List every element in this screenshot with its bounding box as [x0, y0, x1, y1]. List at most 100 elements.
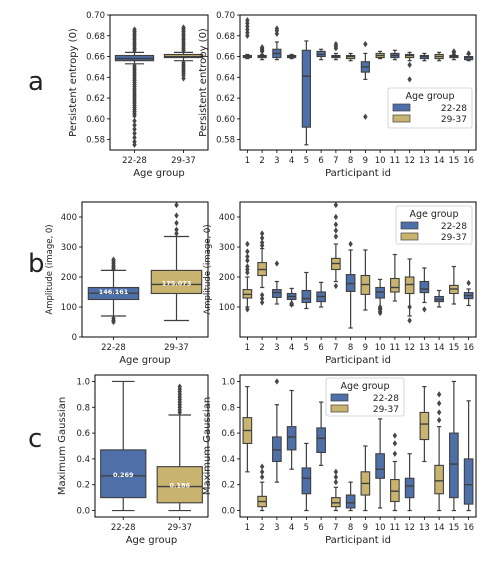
- iqr-box: [150, 269, 203, 295]
- x-tick-label: 12: [404, 343, 415, 353]
- box-29-37: 175.073: [150, 201, 203, 322]
- flier-point: [245, 306, 250, 313]
- iqr-box: [375, 453, 385, 479]
- flier-point: [466, 279, 471, 287]
- flier-point: [245, 240, 250, 248]
- flier-point: [259, 299, 265, 306]
- y-tick-label: 0.58: [86, 136, 105, 146]
- x-tick-label: 7: [333, 523, 338, 533]
- iqr-box: [463, 458, 474, 505]
- y-tick-label: 0.0: [76, 507, 90, 517]
- box-12: [405, 51, 415, 83]
- legend-swatch: [330, 393, 349, 402]
- flier-point: [177, 383, 182, 390]
- x-tick-label: 29-37: [164, 343, 189, 353]
- iqr-box: [390, 277, 400, 293]
- iqr-box: [316, 427, 326, 454]
- x-tick-label: 14: [434, 156, 445, 166]
- box-8: [345, 240, 356, 329]
- panel-letter-b: b: [28, 249, 45, 279]
- median-value-label: 146.161: [99, 288, 129, 296]
- chart-a_left: 0.58 0.60 0.62 0.64 0.66 0.68 0.70 22-28 29-37 Ag…: [68, 11, 209, 179]
- box-6: [316, 281, 326, 308]
- iqr-box: [100, 449, 147, 499]
- x-tick-label: 9: [363, 156, 368, 166]
- x-tick-label: 5: [304, 156, 309, 166]
- box-11: [390, 49, 400, 61]
- y-tick-label: 1.0: [221, 377, 235, 387]
- flier-point: [245, 248, 250, 255]
- x-axis-label: Participant id: [325, 168, 391, 179]
- box-12: [404, 258, 415, 324]
- box-4: [286, 287, 297, 308]
- x-tick-label: 10: [375, 156, 386, 166]
- x-tick-label: 3: [274, 343, 279, 353]
- flier-point: [348, 240, 353, 248]
- box-22-28: 146.161: [87, 256, 140, 326]
- x-tick-label: 16: [463, 156, 474, 166]
- iqr-box: [156, 466, 203, 504]
- flier-point: [363, 113, 368, 120]
- x-tick-label: 2: [259, 343, 264, 353]
- plot-frame: [109, 14, 209, 151]
- x-tick-label: 16: [463, 523, 474, 533]
- y-axis-label: Amplitude (image, 0): [203, 224, 213, 314]
- iqr-box: [301, 289, 312, 304]
- iqr-box: [404, 477, 415, 499]
- flier-point: [333, 468, 339, 475]
- plot-frame: [239, 201, 477, 338]
- iqr-box: [449, 432, 459, 499]
- box-2: [257, 230, 267, 306]
- x-tick-label: 8: [348, 156, 353, 166]
- legend-entry-label: 29-37: [441, 115, 467, 125]
- x-axis-label: Age group: [119, 355, 171, 366]
- box-7: [331, 201, 341, 290]
- flier-point: [259, 234, 265, 242]
- flier-point: [407, 317, 412, 324]
- flier-point: [181, 24, 186, 31]
- y-tick-label: 0.4: [221, 455, 235, 465]
- y-tick-label: 400: [219, 213, 235, 223]
- x-tick-label: 11: [389, 523, 400, 533]
- flier-point: [436, 400, 442, 407]
- box-2: [257, 44, 267, 61]
- iqr-box: [301, 467, 312, 495]
- flier-point: [245, 263, 250, 270]
- iqr-box: [345, 494, 356, 509]
- flier-point: [111, 318, 116, 326]
- flier-point: [174, 230, 179, 237]
- x-tick-label: 6: [318, 343, 323, 353]
- box-8: [345, 481, 356, 512]
- box-22-28: [114, 26, 155, 148]
- flier-point: [259, 463, 265, 470]
- x-tick-label: 13: [419, 343, 430, 353]
- box-7: [331, 468, 341, 512]
- x-axis-label: Participant id: [325, 355, 391, 366]
- flier-point: [377, 303, 383, 311]
- box-15: [449, 380, 459, 512]
- x-tick-label: 14: [434, 343, 445, 353]
- box-4: [286, 389, 297, 470]
- flier-point: [274, 25, 280, 32]
- flier-point: [436, 417, 442, 424]
- box-2: [257, 463, 267, 512]
- box-15: [449, 48, 459, 61]
- legend-entry-label: 22-28: [441, 104, 467, 114]
- legend-entry-label: 22-28: [441, 222, 467, 232]
- box-11: [390, 253, 400, 302]
- box-13: [419, 52, 429, 62]
- flier-point: [174, 226, 179, 233]
- x-tick-label: 7: [333, 343, 338, 353]
- y-tick-label: 0.70: [86, 11, 105, 21]
- y-tick-label: 100: [219, 303, 235, 313]
- flier-point: [392, 432, 398, 439]
- plot-frame: [239, 14, 477, 151]
- box-22-28: 0.269: [100, 380, 147, 512]
- y-tick-label: 0.60: [86, 115, 105, 125]
- box-11: [390, 432, 400, 512]
- x-tick-label: 11: [389, 343, 400, 353]
- x-tick-label: 1: [245, 343, 250, 353]
- y-tick-label: 100: [61, 303, 77, 313]
- chart-b_left: 0 100 200 300 400 146.161 175.073 22-28 29-37 Age…: [45, 201, 209, 366]
